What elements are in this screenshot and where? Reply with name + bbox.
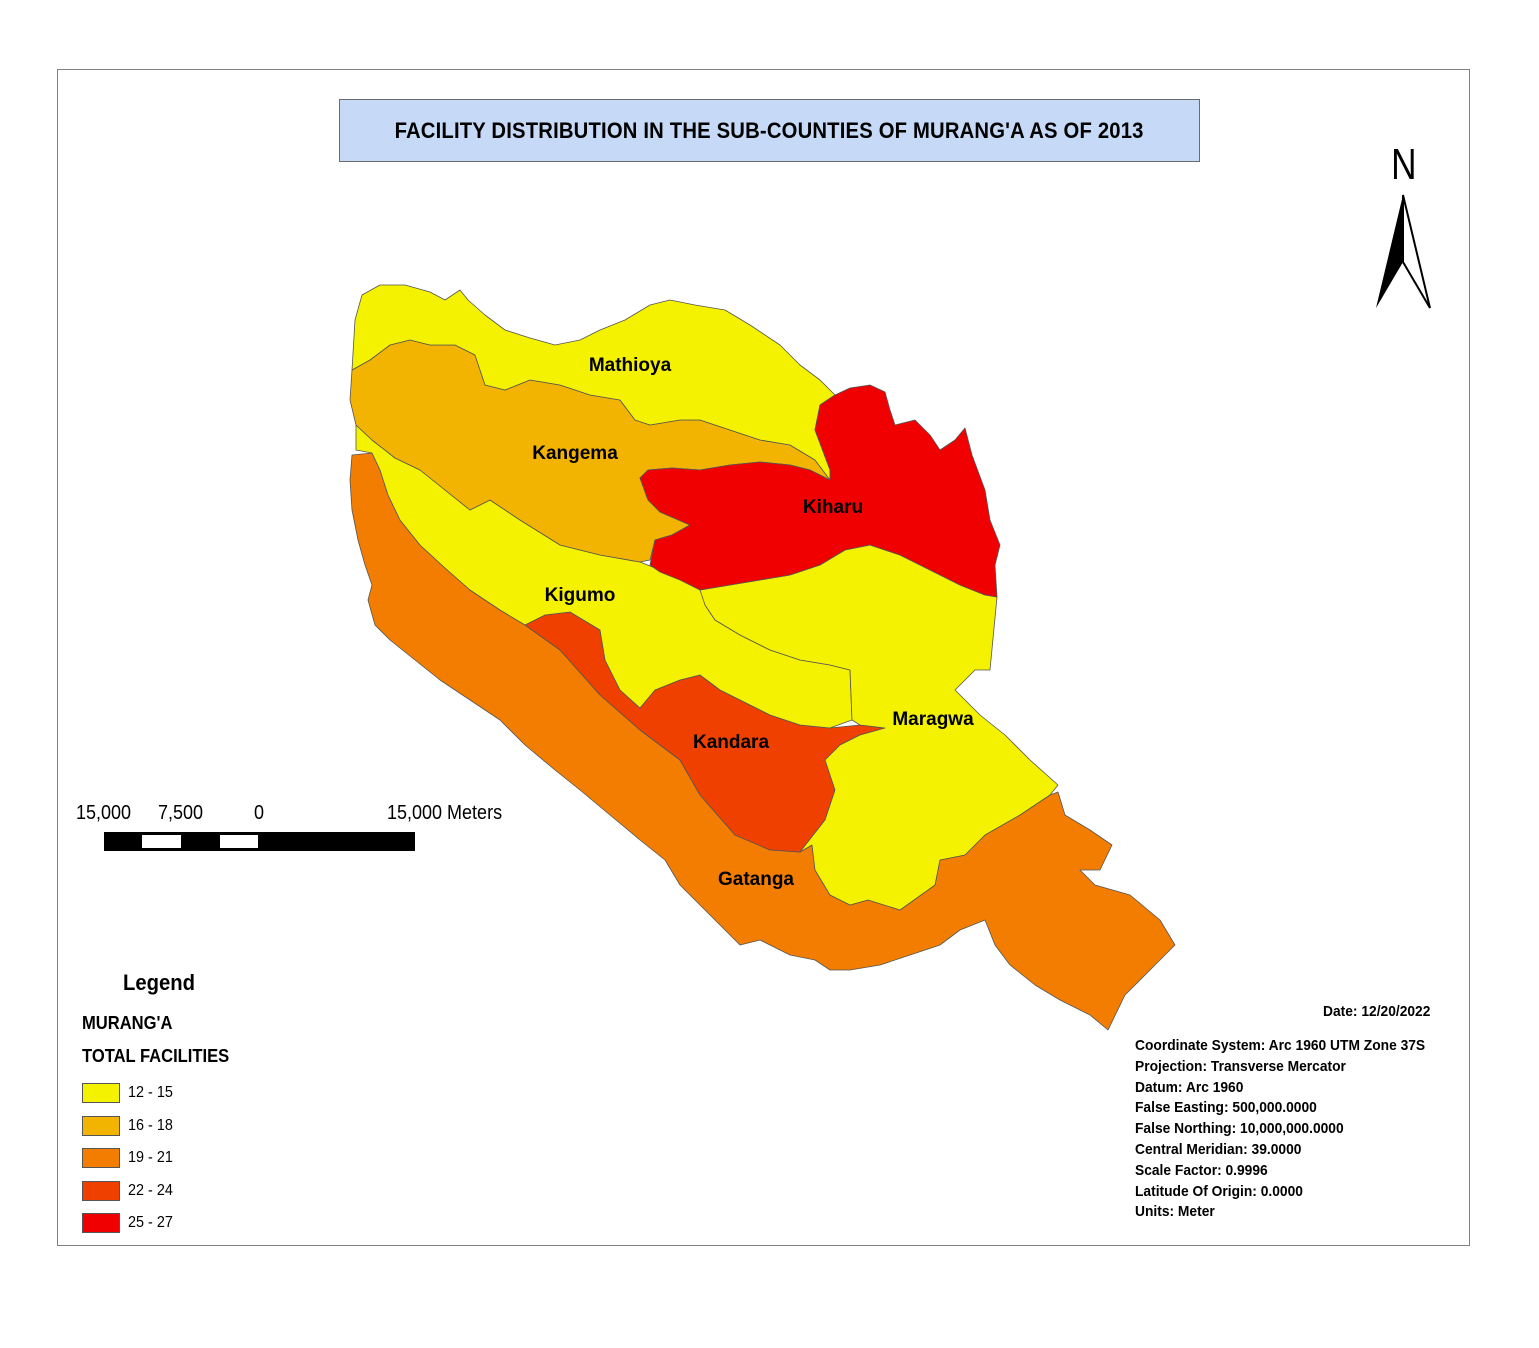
scale-bar <box>104 832 415 851</box>
legend-item-label: 12 - 15 <box>128 1084 173 1102</box>
projection-line: Projection: Transverse Mercator <box>1135 1057 1346 1075</box>
legend-item-label: 25 - 27 <box>128 1214 173 1232</box>
region-kiharu[interactable] <box>639 384 1001 598</box>
projection-line: False Northing: 10,000,000.0000 <box>1135 1120 1344 1138</box>
label-kangema: Kangema <box>532 443 618 464</box>
legend-layer-name: MURANG'A <box>82 1013 173 1033</box>
legend-item: 22 - 24 <box>82 1175 178 1208</box>
legend-title: Legend <box>123 970 195 995</box>
legend-swatch <box>82 1148 120 1169</box>
legend-item: 25 - 27 <box>82 1207 178 1240</box>
scale-label-mid: 7,500 <box>158 802 204 824</box>
scale-label-zero: 0 <box>254 802 265 824</box>
projection-line: Coordinate System: Arc 1960 UTM Zone 37S <box>1135 1037 1426 1054</box>
scale-label-right: 15,000 Meters <box>387 802 503 824</box>
scale-label-left: 15,000 <box>76 802 132 824</box>
legend-swatch <box>82 1213 120 1234</box>
label-kiharu: Kiharu <box>803 497 863 518</box>
map-title-box: FACILITY DISTRIBUTION IN THE SUB-COUNTIE… <box>339 99 1200 162</box>
legend-item: 12 - 15 <box>82 1077 178 1110</box>
legend-item: 16 - 18 <box>82 1110 178 1143</box>
label-gatanga: Gatanga <box>718 869 794 890</box>
legend-swatch <box>82 1115 120 1136</box>
label-mathioya: Mathioya <box>589 355 672 376</box>
legend-items: 12 - 15 16 - 18 19 - 21 22 - 24 25 - 27 <box>82 1077 178 1240</box>
projection-info: Coordinate System: Arc 1960 UTM Zone 37S… <box>1135 1036 1450 1223</box>
map-date: Date: 12/20/2022 <box>1323 1003 1431 1020</box>
label-kigumo: Kigumo <box>545 585 616 606</box>
north-arrow-icon <box>1376 194 1431 309</box>
label-maragwa: Maragwa <box>892 709 974 730</box>
projection-line: Datum: Arc 1960 <box>1135 1078 1244 1096</box>
projection-line: False Easting: 500,000.0000 <box>1135 1099 1317 1117</box>
projection-line: Central Meridian: 39.0000 <box>1135 1140 1302 1158</box>
label-kandara: Kandara <box>693 732 769 753</box>
projection-line: Units: Meter <box>1135 1203 1215 1221</box>
north-label: N <box>1391 140 1417 189</box>
legend-item: 19 - 21 <box>82 1142 178 1175</box>
legend-item-label: 19 - 21 <box>128 1149 173 1167</box>
legend-item-label: 16 - 18 <box>128 1116 173 1134</box>
projection-line: Latitude Of Origin: 0.0000 <box>1135 1182 1303 1200</box>
legend-field-name: TOTAL FACILITIES <box>82 1046 230 1066</box>
map-frame <box>57 69 1470 1246</box>
legend-swatch <box>82 1180 120 1201</box>
projection-line: Scale Factor: 0.9996 <box>1135 1161 1268 1179</box>
legend-item-label: 22 - 24 <box>128 1181 173 1199</box>
legend-swatch <box>82 1083 120 1104</box>
map-title: FACILITY DISTRIBUTION IN THE SUB-COUNTIE… <box>394 117 1145 143</box>
